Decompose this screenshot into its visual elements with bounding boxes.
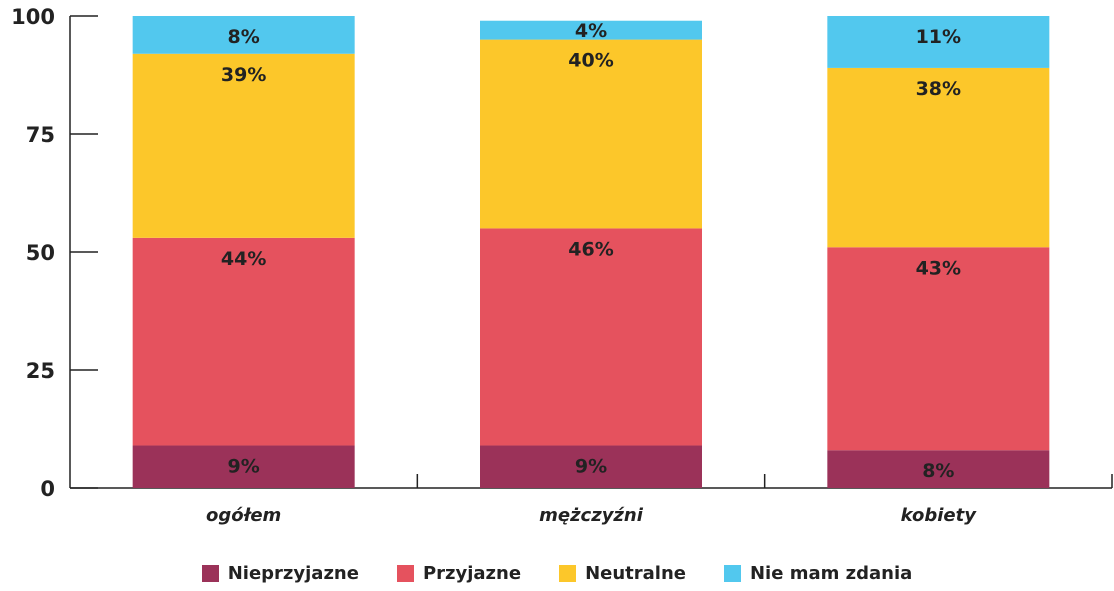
legend-label: Neutralne bbox=[585, 563, 686, 584]
bar-segment bbox=[480, 228, 702, 446]
bar-segment bbox=[827, 67, 1050, 248]
y-tick-label: 25 bbox=[26, 359, 55, 383]
bars-group: 9% 44% 39% 8% 9% 46% 40% 4% 8% 43% 38% 11% bbox=[132, 16, 1050, 488]
legend-swatch bbox=[201, 565, 219, 582]
data-label: 8% bbox=[922, 460, 954, 482]
data-label: 11% bbox=[916, 26, 961, 48]
data-label: 9% bbox=[228, 456, 260, 478]
legend-swatch bbox=[723, 565, 741, 582]
stacked-bar-chart: 0 25 50 75 100 ogółem mężczyźni kobiety 9% 44% 3… bbox=[11, 5, 1113, 526]
data-label: 46% bbox=[568, 238, 613, 260]
y-tick-label: 50 bbox=[26, 241, 55, 265]
data-label: 39% bbox=[221, 64, 266, 86]
legend-swatch bbox=[396, 565, 414, 582]
y-tick-label: 75 bbox=[26, 123, 55, 147]
legend-label: Przyjazne bbox=[422, 563, 522, 584]
legend-item: Nie mam zdania bbox=[723, 563, 913, 584]
legend-item: Neutralne bbox=[559, 563, 686, 584]
y-tick-label: 0 bbox=[40, 477, 55, 501]
y-axis: 0 25 50 75 100 bbox=[11, 5, 98, 501]
bar-segment bbox=[827, 16, 1050, 68]
y-tick-label: 100 bbox=[11, 5, 55, 29]
bar-segment bbox=[480, 39, 702, 229]
legend-item: Przyjazne bbox=[396, 563, 522, 584]
legend-label: Nieprzyjazne bbox=[227, 563, 359, 584]
legend-swatch bbox=[559, 565, 577, 582]
data-label: 9% bbox=[575, 456, 607, 478]
data-label: 38% bbox=[916, 78, 961, 100]
bar-segment bbox=[132, 53, 355, 238]
data-label: 4% bbox=[575, 20, 607, 42]
x-category-label: mężczyźni bbox=[539, 505, 644, 526]
bar-segment bbox=[480, 445, 702, 488]
x-category-label: kobiety bbox=[901, 505, 978, 526]
bar-segment bbox=[827, 247, 1050, 451]
legend-label: Nie mam zdania bbox=[749, 563, 913, 584]
legend: Nieprzyjazne Przyjazne Neutralne Nie mam zd… bbox=[0, 563, 1114, 584]
bar-segment bbox=[480, 20, 702, 40]
data-label: 44% bbox=[221, 248, 266, 270]
bar-segment bbox=[132, 445, 355, 488]
bar-segment bbox=[132, 237, 355, 446]
data-label: 8% bbox=[228, 26, 260, 48]
data-label: 43% bbox=[916, 257, 961, 279]
legend-item: Nieprzyjazne bbox=[201, 563, 359, 584]
bar-segment bbox=[132, 16, 355, 54]
bar-segment bbox=[827, 450, 1050, 488]
x-category-label: ogółem bbox=[206, 505, 281, 526]
data-label: 40% bbox=[568, 50, 613, 72]
